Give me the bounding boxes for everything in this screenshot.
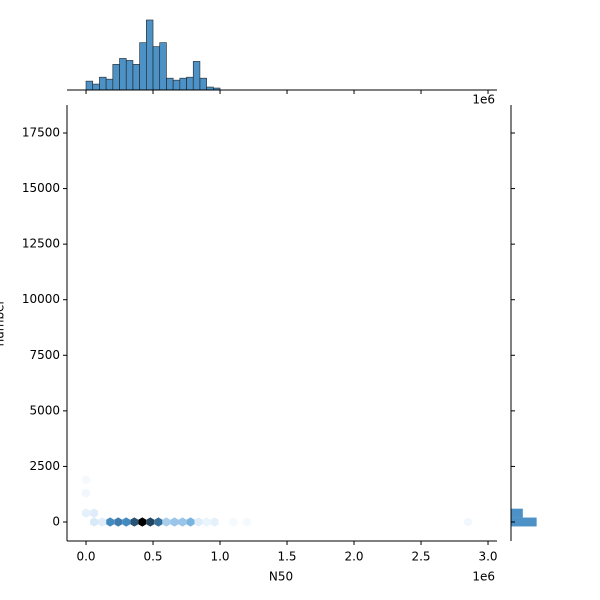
hexbin bbox=[138, 517, 147, 527]
top-hist-bar bbox=[166, 77, 174, 91]
y-tick-label: 17500 bbox=[22, 126, 60, 140]
x-tick-label: 0.0 bbox=[76, 550, 95, 564]
x-axis-label: N50 bbox=[269, 570, 293, 584]
y-tick-label: 7500 bbox=[29, 348, 60, 362]
hexbin bbox=[90, 517, 99, 527]
hexbin bbox=[242, 517, 251, 527]
top-hist-bar bbox=[192, 61, 201, 91]
y-tick-label: 2500 bbox=[29, 459, 60, 473]
right-hist-bar bbox=[511, 517, 537, 527]
hexbin bbox=[170, 517, 179, 527]
x-tick-label: 0.5 bbox=[143, 550, 162, 564]
x-tick-label: 2.5 bbox=[411, 550, 430, 564]
y-tick-label: 0 bbox=[52, 514, 60, 528]
hexbin bbox=[186, 517, 195, 527]
hexbin bbox=[154, 517, 163, 527]
y-tick-label: 12500 bbox=[22, 237, 60, 251]
top-hist-bar bbox=[125, 60, 134, 91]
x-tick-label: 1.0 bbox=[210, 550, 229, 564]
top-hist-bar bbox=[119, 58, 127, 91]
hexbin bbox=[130, 517, 139, 527]
y-axis-label: number bbox=[0, 300, 7, 347]
hexbin bbox=[178, 517, 187, 527]
hexbin bbox=[98, 517, 107, 527]
hexbin bbox=[194, 517, 203, 527]
hexbin bbox=[122, 517, 131, 527]
top-hist-bar bbox=[85, 80, 94, 91]
hexbin bbox=[202, 517, 211, 527]
x-tick-label: 3.0 bbox=[478, 550, 497, 564]
top-hist-bar bbox=[105, 78, 114, 91]
hexbin bbox=[106, 517, 115, 527]
hexbin bbox=[114, 517, 123, 527]
hexbin bbox=[146, 517, 155, 527]
hexbin bbox=[82, 488, 90, 498]
top-hist-bar bbox=[172, 79, 181, 91]
top-hist-bar bbox=[199, 77, 207, 91]
x-tick-label: 2.0 bbox=[344, 550, 363, 564]
top-hist-bar bbox=[132, 64, 140, 91]
x-tick-label: 1.5 bbox=[277, 550, 296, 564]
hexbin bbox=[82, 475, 90, 485]
y-tick-label: 5000 bbox=[29, 403, 60, 417]
top-hist-bar bbox=[112, 64, 120, 91]
y-tick-label: 15000 bbox=[22, 181, 60, 195]
top-hist-bar bbox=[179, 77, 187, 91]
x-offset-label: 1e6 bbox=[472, 570, 495, 584]
hexbin bbox=[90, 508, 99, 518]
top-offset-label: 1e6 bbox=[472, 93, 495, 107]
top-hist-bar bbox=[139, 42, 147, 91]
top-hist-bar bbox=[159, 42, 167, 91]
hexbin bbox=[463, 517, 472, 527]
y-tick-label: 10000 bbox=[22, 292, 60, 306]
hexbin bbox=[210, 517, 219, 527]
top-hist-bar bbox=[186, 76, 194, 91]
top-hist-bar bbox=[92, 83, 100, 91]
top-hist-bar bbox=[99, 76, 107, 91]
top-hist-bar bbox=[146, 19, 154, 91]
hexbin bbox=[162, 517, 171, 527]
right-hist-bar bbox=[511, 508, 523, 518]
hexbin bbox=[82, 508, 90, 518]
hexbin bbox=[229, 517, 238, 527]
top-hist-bar bbox=[152, 46, 161, 91]
